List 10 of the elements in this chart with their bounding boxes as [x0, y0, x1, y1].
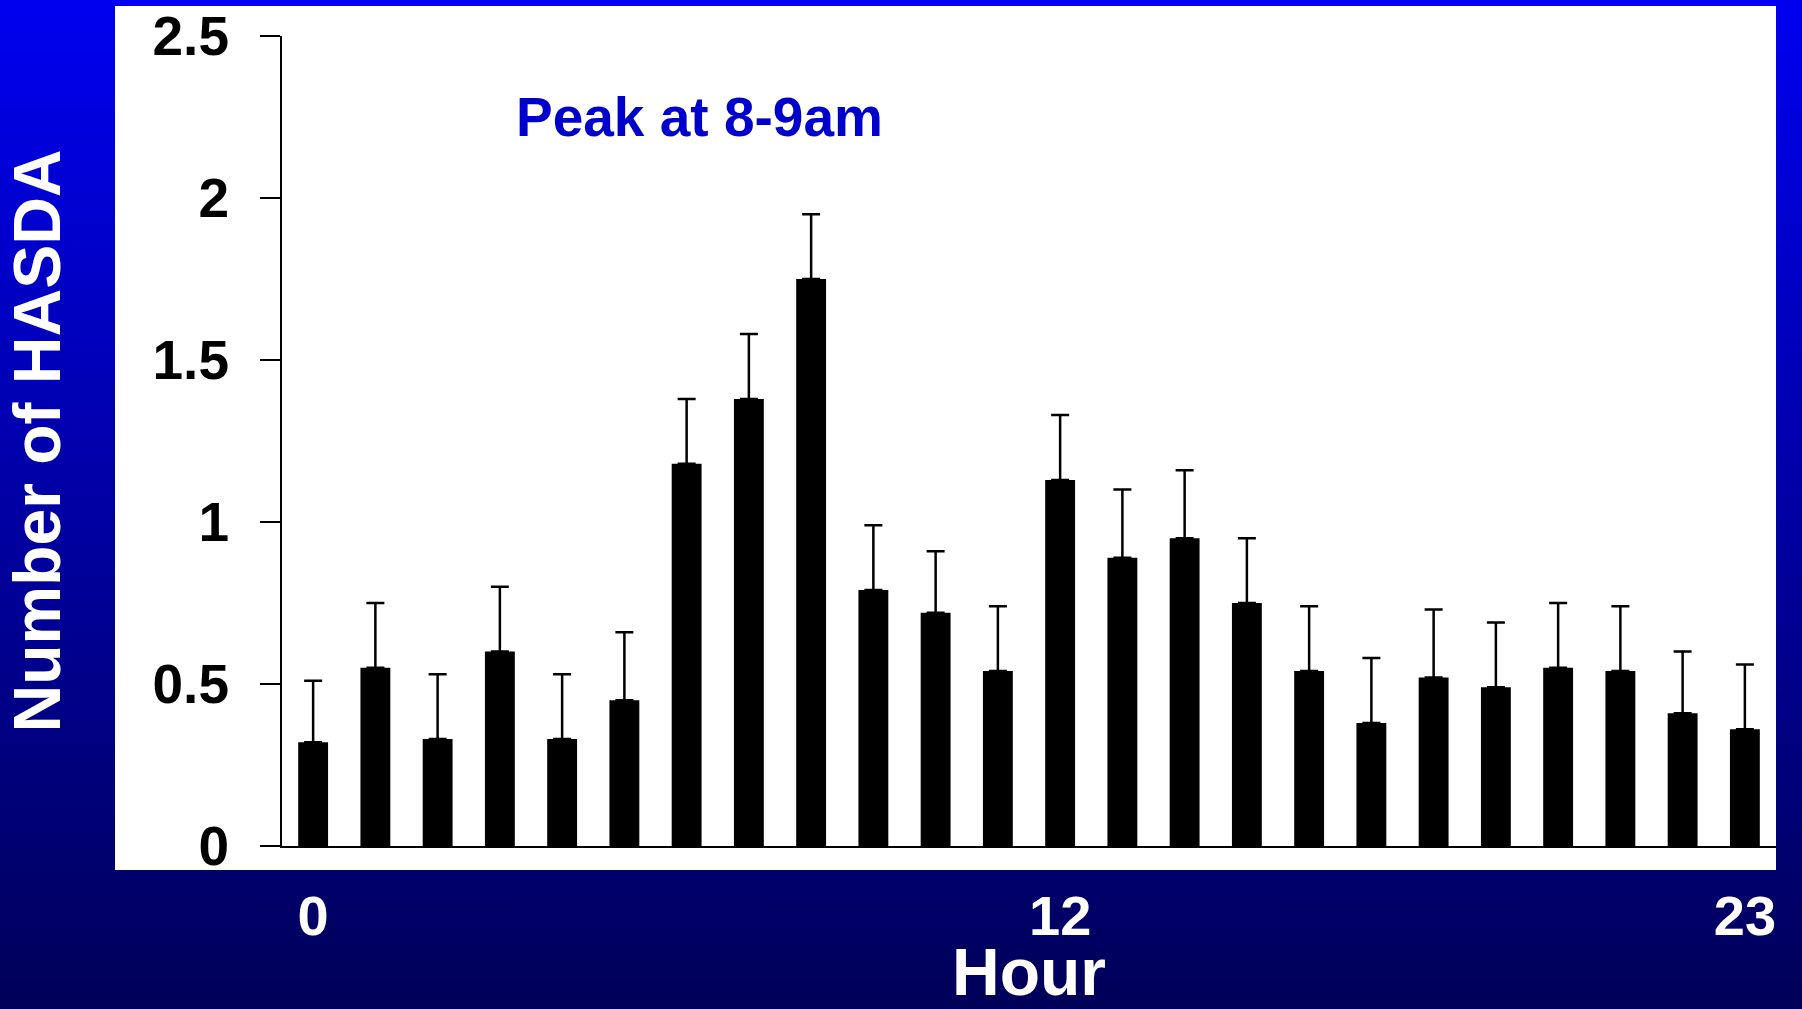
annotation: Peak at 8-9am: [516, 86, 883, 148]
x-tick-label: 23: [1713, 884, 1777, 948]
y-tick-label: 1.5: [152, 329, 229, 392]
y-tick-label: 1: [198, 491, 229, 554]
y-axis-title: Number of HASDA: [0, 149, 74, 733]
y-tick-label: 0: [198, 815, 229, 878]
x-tick-label: 0: [297, 884, 329, 948]
y-tick-label: 2.5: [152, 5, 229, 68]
y-tick-label: 2: [198, 167, 229, 230]
y-tick-label: 0.5: [152, 653, 229, 716]
